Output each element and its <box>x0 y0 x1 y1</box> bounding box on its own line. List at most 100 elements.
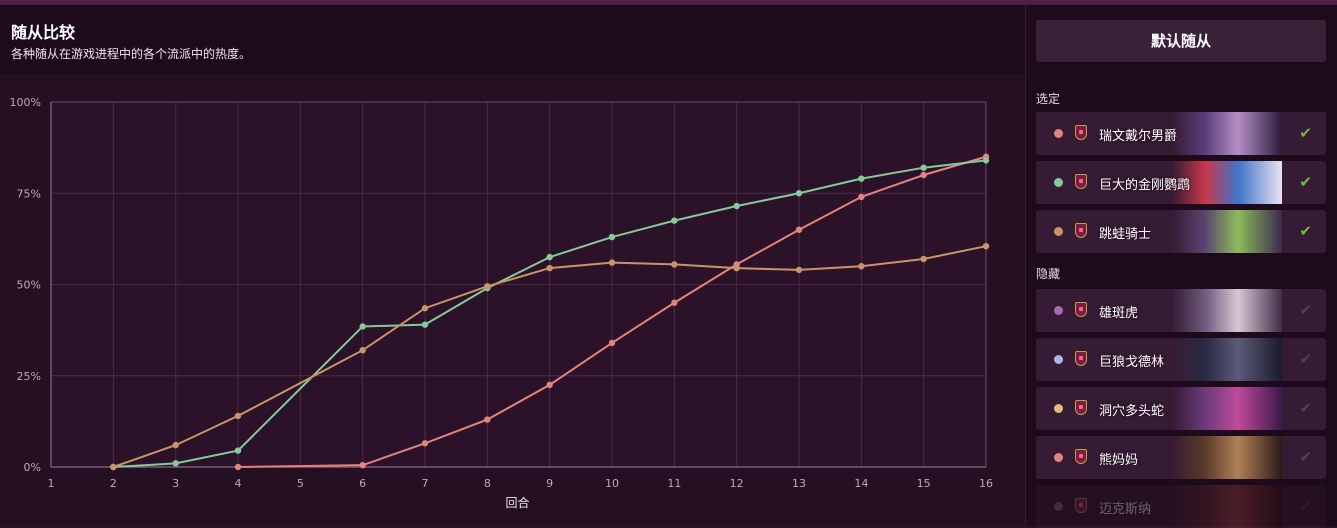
data-point <box>110 463 117 471</box>
data-point <box>608 259 616 266</box>
tribe-icon <box>1075 400 1087 415</box>
series-color-dot <box>1054 227 1063 236</box>
tribe-icon <box>1075 302 1087 317</box>
series-color-dot <box>1054 129 1063 138</box>
data-point <box>172 460 179 467</box>
data-point <box>484 283 491 290</box>
x-tick-label: 7 <box>422 477 429 490</box>
x-tick-label: 6 <box>359 477 366 490</box>
x-tick-label: 15 <box>917 477 931 490</box>
minion-name: 巨大的金刚鹦鹉 <box>1099 178 1191 193</box>
minion-art <box>1172 436 1282 479</box>
tribe-icon <box>1075 498 1087 513</box>
series-line <box>113 159 987 468</box>
check-icon[interactable]: ✔ <box>1299 399 1312 417</box>
x-tick-label: 2 <box>110 477 117 490</box>
tribe-icon <box>1075 223 1087 238</box>
x-tick-label: 14 <box>854 477 868 490</box>
minion-name: 跳蛙骑士 <box>1099 227 1152 242</box>
data-point <box>608 233 616 241</box>
minion-row[interactable]: 洞穴多头蛇 ✔ <box>1036 387 1326 430</box>
x-tick-label: 10 <box>605 477 619 490</box>
check-icon[interactable]: ✔ <box>1299 448 1312 466</box>
x-axis-label: 回合 <box>505 495 529 510</box>
page-title: 随从比较 <box>11 23 76 42</box>
data-point <box>234 412 242 420</box>
check-icon[interactable]: ✔ <box>1299 497 1312 515</box>
data-point <box>858 175 865 182</box>
data-point <box>671 299 678 306</box>
data-point <box>858 263 865 270</box>
minion-art <box>1172 210 1282 253</box>
data-point <box>421 440 429 447</box>
series-color-dot <box>1054 355 1063 364</box>
series-line <box>237 155 987 468</box>
minion-art <box>1172 161 1282 204</box>
data-point <box>733 264 740 272</box>
minion-art <box>1172 289 1282 332</box>
check-icon[interactable]: ✔ <box>1299 350 1312 368</box>
y-tick-label: 25% <box>17 370 41 383</box>
selected-section-label: 选定 <box>1036 92 1061 106</box>
minion-art <box>1172 338 1282 381</box>
data-point <box>920 255 927 263</box>
data-point <box>546 381 553 389</box>
check-icon[interactable]: ✔ <box>1299 222 1312 240</box>
series-color-dot <box>1054 178 1063 187</box>
data-point <box>671 261 678 268</box>
data-point <box>795 226 803 233</box>
x-tick-label: 4 <box>235 477 242 490</box>
series-color-dot <box>1054 306 1063 315</box>
minion-art <box>1172 112 1282 155</box>
series-color-dot <box>1054 502 1063 511</box>
data-point <box>484 416 491 423</box>
check-icon[interactable]: ✔ <box>1299 301 1312 319</box>
minion-row[interactable]: 巨狼戈德林 ✔ <box>1036 338 1326 381</box>
data-point <box>608 339 616 347</box>
x-tick-label: 13 <box>792 477 806 490</box>
minion-name: 洞穴多头蛇 <box>1099 404 1165 419</box>
check-icon[interactable]: ✔ <box>1299 124 1312 142</box>
series-color-dot <box>1054 404 1063 413</box>
minion-name: 熊妈妈 <box>1099 453 1139 468</box>
data-point <box>359 323 366 330</box>
minion-row[interactable]: 跳蛙骑士 ✔ <box>1036 210 1326 253</box>
data-point <box>795 190 803 197</box>
minion-row[interactable]: 熊妈妈 ✔ <box>1036 436 1326 479</box>
minion-row[interactable]: 巨大的金刚鹦鹉 ✔ <box>1036 161 1326 204</box>
minion-art <box>1172 485 1282 528</box>
data-point <box>733 202 740 210</box>
data-point <box>421 321 429 328</box>
minion-name: 巨狼戈德林 <box>1099 355 1165 370</box>
minion-sidebar: 默认随从 选定 瑞文戴尔男爵 ✔ 巨大的金刚鹦鹉 ✔ 跳蛙骑士 ✔ 隐藏 雄斑虎 ✔ 巨狼戈德… <box>1025 5 1337 528</box>
check-icon[interactable]: ✔ <box>1299 173 1312 191</box>
data-point <box>234 463 242 471</box>
minion-row[interactable]: 迈克斯纳 ✔ <box>1036 485 1326 528</box>
data-point <box>982 157 990 164</box>
series-color-dot <box>1054 453 1063 462</box>
data-point <box>421 305 429 312</box>
top-accent-bar <box>0 0 1337 5</box>
data-point <box>546 253 553 261</box>
data-point <box>546 264 553 272</box>
data-point <box>234 447 242 454</box>
minion-name: 雄斑虎 <box>1099 306 1139 321</box>
tribe-icon <box>1075 174 1087 189</box>
data-point <box>671 217 678 224</box>
x-tick-label: 11 <box>667 477 681 490</box>
tribe-icon <box>1075 125 1087 140</box>
data-point <box>359 347 366 354</box>
x-tick-label: 1 <box>48 477 55 490</box>
minion-row[interactable]: 瑞文戴尔男爵 ✔ <box>1036 112 1326 155</box>
x-tick-label: 3 <box>172 477 179 490</box>
comparison-panel: 随从比较 各种随从在游戏进程中的各个流派中的热度。 0% 25% 50% 75% 100… <box>0 5 1025 526</box>
y-tick-label: 0% <box>24 461 41 474</box>
default-minions-button[interactable]: 默认随从 <box>1036 20 1326 62</box>
data-point <box>172 441 179 449</box>
minion-row[interactable]: 雄斑虎 ✔ <box>1036 289 1326 332</box>
panel-header: 随从比较 各种随从在游戏进程中的各个流派中的热度。 <box>0 5 1025 75</box>
x-tick-label: 16 <box>979 477 993 490</box>
y-tick-label: 75% <box>17 187 41 200</box>
x-tick-label: 8 <box>484 477 491 490</box>
